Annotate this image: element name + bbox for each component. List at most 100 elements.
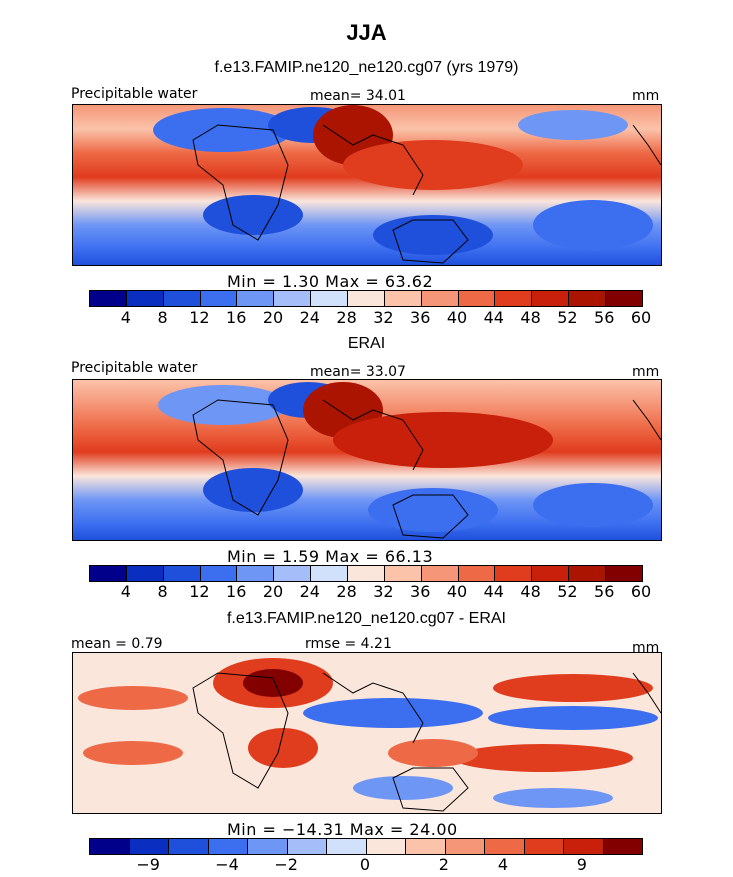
colorbar-tick-label: 60 [630, 308, 652, 327]
colorbar-tick-label: −4 [215, 855, 239, 874]
colorbar-tick-label: 28 [336, 308, 357, 327]
panel-3-anom-10 [353, 776, 453, 800]
colorbar-swatch [384, 291, 422, 306]
colorbar-swatch [274, 291, 312, 306]
panel-3-australia-outline [392, 767, 469, 812]
colorbar-tick-label: 36 [410, 308, 431, 327]
colorbar-swatch [90, 291, 127, 306]
colorbar-swatch [495, 566, 533, 581]
panel-2-min-max: Min = 1.59 Max = 66.13 [227, 547, 434, 566]
panel-2-title: ERAI [347, 335, 386, 352]
colorbar-swatch [90, 566, 127, 581]
panel-3-anom-8 [248, 728, 318, 768]
colorbar-tick-label: 16 [226, 308, 247, 327]
panel-2-australia-dry [368, 488, 498, 532]
panel-2-mean-label: mean= 33.07 [310, 364, 406, 380]
colorbar-tick-label: −9 [136, 855, 160, 874]
panel-3-map [72, 652, 662, 814]
colorbar-tick-label: 24 [299, 308, 320, 327]
panel-2-map [72, 379, 662, 541]
colorbar-tick-label: 32 [373, 582, 394, 601]
colorbar-swatch [200, 566, 238, 581]
panel-3-min-max: Min = −14.31 Max = 24.00 [227, 820, 458, 839]
panel-1-south-pacific [533, 200, 653, 250]
colorbar-swatch [208, 839, 248, 854]
panel-3-mean-label: mean = 0.79 [71, 636, 163, 652]
panel-1-australia-dry [373, 215, 493, 255]
colorbar-swatch [248, 839, 288, 854]
panel-1-america-outline [632, 124, 661, 166]
panel-1-map [72, 104, 662, 266]
panel-3-america-outline [632, 672, 661, 714]
panel-3-anom-9 [388, 739, 478, 767]
panel-3-anom-6 [453, 744, 633, 772]
colorbar-swatch [445, 839, 485, 854]
colorbar-swatch [569, 291, 607, 306]
colorbar-tick-label: 12 [189, 308, 210, 327]
colorbar-tick-label: 20 [262, 582, 284, 601]
colorbar-swatch [311, 291, 349, 306]
colorbar-swatch [564, 839, 604, 854]
panel-2-sahara-dry [158, 385, 288, 425]
panel-1-south-africa-dry [203, 195, 303, 235]
panel-2-colorbar [89, 565, 643, 582]
panel-3-anom-7 [83, 741, 183, 765]
colorbar-swatch [163, 291, 201, 306]
colorbar-swatch [287, 839, 327, 854]
colorbar-swatch [606, 291, 642, 306]
colorbar-swatch [532, 566, 570, 581]
panel-1-min-max: Min = 1.30 Max = 63.62 [227, 272, 434, 291]
colorbar-swatch [126, 566, 164, 581]
panel-2-australia-outline [392, 494, 469, 539]
panel-2-america-outline [632, 399, 661, 441]
colorbar-tick-label: 52 [557, 582, 578, 601]
panel-1-mean-label: mean= 34.01 [310, 88, 406, 104]
colorbar-tick-label: 40 [446, 308, 468, 327]
colorbar-tick-label: 2 [438, 855, 449, 874]
panel-3-anom-4 [493, 674, 653, 702]
panel-3-asia-outline [322, 672, 424, 744]
colorbar-swatch [90, 839, 130, 854]
colorbar-tick-label: 4 [497, 855, 509, 874]
colorbar-tick-label: 8 [157, 582, 168, 601]
panel-1-north-pacific [518, 110, 628, 140]
colorbar-tick-label: 0 [359, 855, 371, 874]
colorbar-tick-label: 52 [557, 308, 578, 327]
colorbar-tick-label: 32 [373, 308, 394, 327]
colorbar-swatch [458, 566, 496, 581]
colorbar-swatch [485, 839, 525, 854]
panel-3-africa-outline [192, 672, 289, 789]
colorbar-swatch [406, 839, 446, 854]
panel-1-title: f.e13.FAMIP.ne120_ne120.cg07 (yrs 1979) [214, 59, 519, 76]
colorbar-tick-label: 28 [336, 582, 357, 601]
colorbar-tick-label: 48 [520, 582, 541, 601]
colorbar-swatch [421, 291, 459, 306]
colorbar-tick-label: 20 [262, 308, 284, 327]
colorbar-swatch [384, 566, 422, 581]
colorbar-tick-label: 4 [120, 308, 131, 327]
colorbar-swatch [163, 566, 201, 581]
colorbar-swatch [603, 839, 642, 854]
panel-2-south-africa-dry [203, 468, 303, 512]
colorbar-tick-label: 40 [446, 582, 468, 601]
colorbar-swatch [348, 566, 385, 581]
colorbar-swatch [606, 566, 642, 581]
colorbar-tick-label: 36 [410, 582, 431, 601]
colorbar-tick-label: 8 [157, 308, 168, 327]
colorbar-swatch [495, 291, 533, 306]
panel-2-warm-pool [333, 412, 553, 468]
colorbar-swatch [126, 291, 164, 306]
panel-3-anom-3 [303, 698, 483, 728]
colorbar-swatch [569, 566, 607, 581]
colorbar-swatch [532, 291, 570, 306]
panel-3-anom-1 [78, 686, 188, 710]
panel-2-units: mm [632, 364, 660, 380]
colorbar-swatch [366, 839, 406, 854]
panel-1-variable-label: Precipitable water [71, 86, 198, 102]
panel-3-title: f.e13.FAMIP.ne120_ne120.cg07 - ERAI [226, 610, 506, 627]
colorbar-tick-label: 48 [520, 308, 541, 327]
panel-2-asia-outline [322, 399, 424, 471]
panel-3-rmse-label: rmse = 4.21 [305, 636, 392, 652]
panel-1-africa-outline [192, 124, 289, 241]
colorbar-swatch [129, 839, 169, 854]
